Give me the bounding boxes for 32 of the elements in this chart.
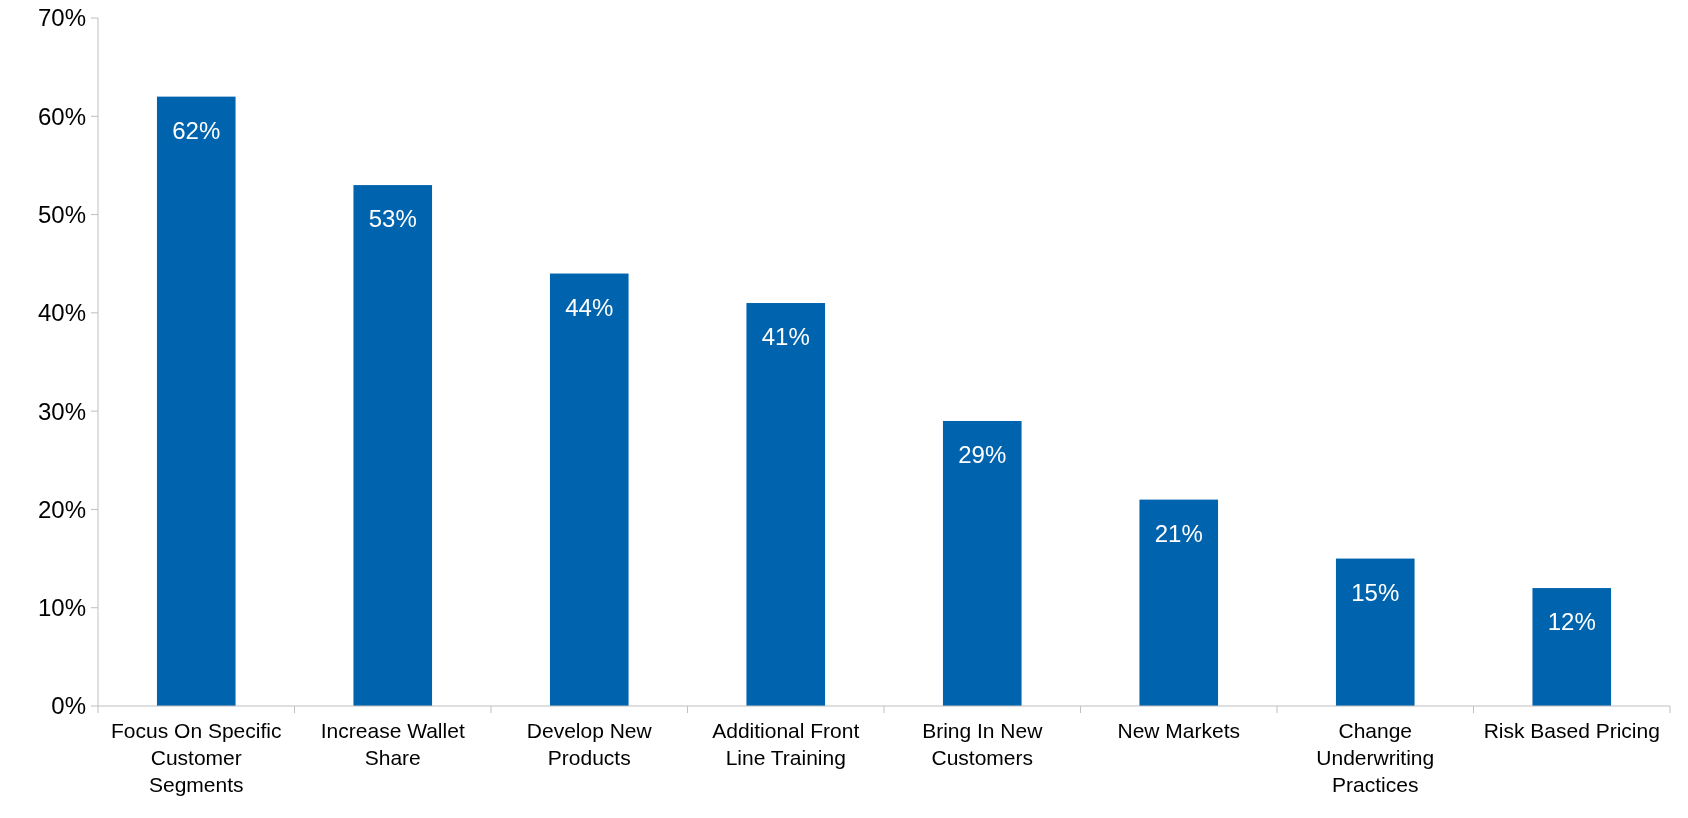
x-tick-label: Develop New Products	[526, 719, 653, 769]
y-tick-label: 50%	[37, 200, 86, 228]
bar	[549, 273, 629, 706]
bar	[1139, 499, 1219, 706]
bar	[156, 96, 236, 706]
bar	[746, 303, 826, 706]
data-label: 29%	[958, 440, 1007, 468]
data-label: 62%	[172, 116, 221, 144]
y-tick-label: 20%	[37, 495, 86, 523]
data-label: 12%	[1547, 608, 1596, 636]
y-tick-label: 70%	[37, 4, 86, 32]
y-tick-label: 0%	[51, 692, 86, 720]
data-label: 44%	[565, 293, 614, 321]
bar	[1335, 558, 1415, 706]
data-label: 15%	[1351, 578, 1400, 606]
data-label: 53%	[368, 205, 417, 233]
data-label: 41%	[761, 323, 810, 351]
x-tick-label: New Markets	[1117, 719, 1241, 742]
x-tick-label: Bring In New Customers	[922, 719, 1044, 769]
x-tick-label: Change Underwriting Practices	[1316, 719, 1435, 796]
bar	[353, 185, 433, 706]
y-tick-label: 60%	[37, 102, 86, 130]
x-tick-label: Focus On Specific Customer Segments	[111, 719, 282, 796]
x-tick-label: Additional Front Line Training	[712, 719, 860, 769]
y-tick-label: 10%	[37, 594, 86, 622]
x-tick-label: Increase Wallet Share	[320, 719, 465, 769]
y-tick-label: 40%	[37, 299, 86, 327]
x-tick-label: Risk Based Pricing	[1483, 719, 1660, 742]
bar	[1532, 588, 1612, 706]
y-tick-label: 30%	[37, 397, 86, 425]
bar	[942, 420, 1022, 706]
data-label: 21%	[1154, 519, 1203, 547]
